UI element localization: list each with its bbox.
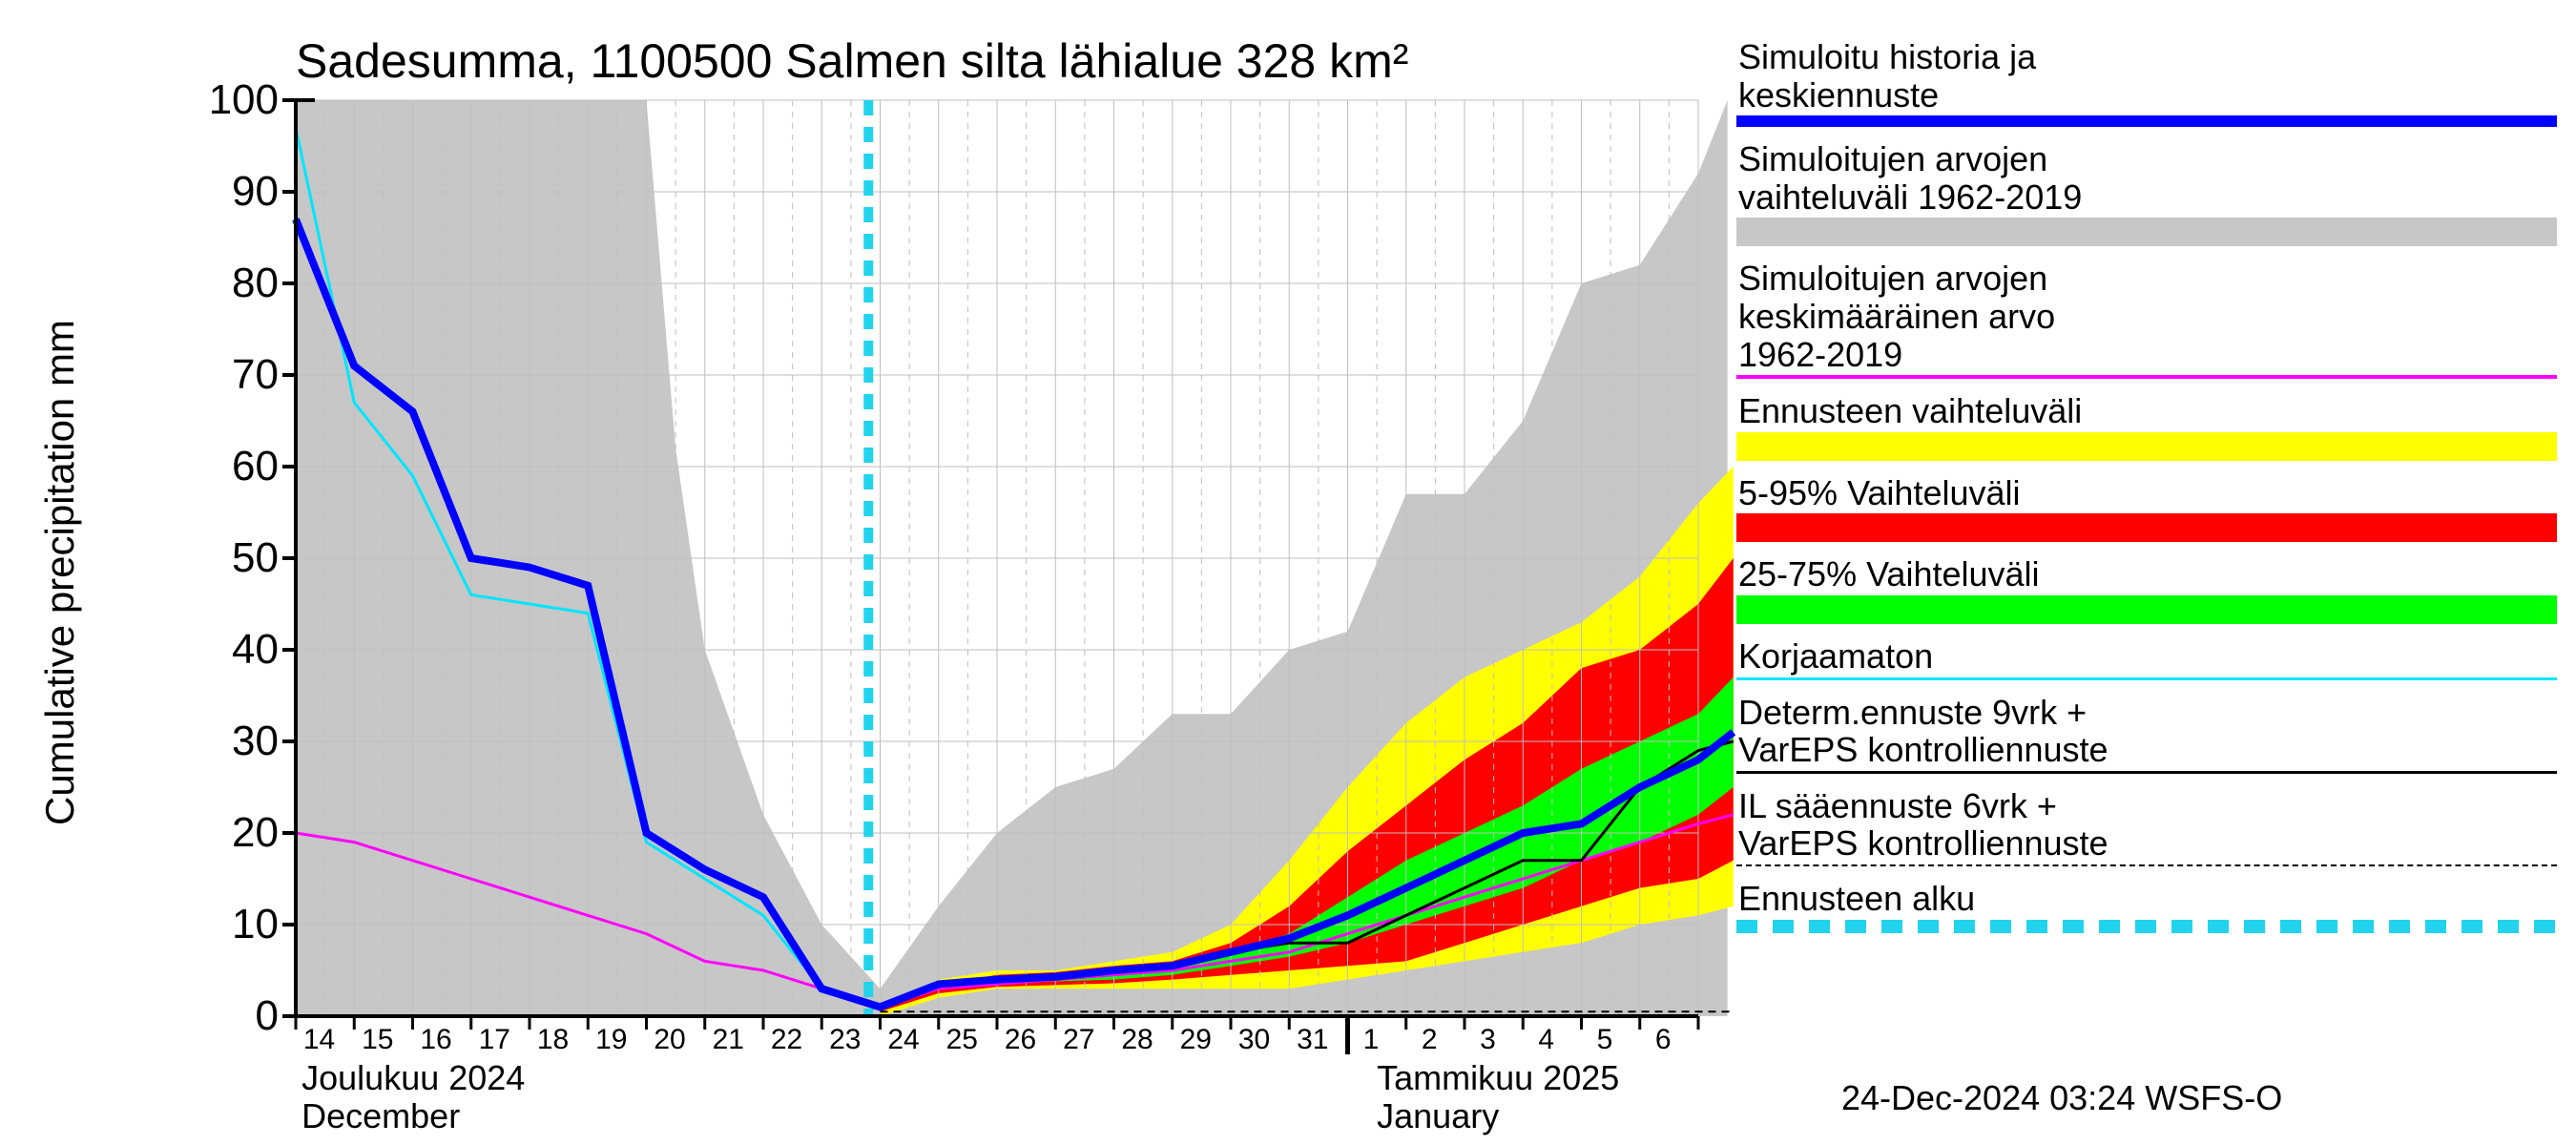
- x-tick-label: 2: [1422, 1024, 1438, 1056]
- chart-title: Sadesumma, 1100500 Salmen silta lähialue…: [296, 33, 1408, 89]
- plot-svg: [296, 100, 1698, 1016]
- y-tick-label: 90: [232, 168, 279, 216]
- x-tick-label: 29: [1180, 1024, 1212, 1056]
- x-tick-label: 30: [1238, 1024, 1270, 1056]
- legend-swatch: [1736, 771, 2557, 774]
- y-tick-label: 20: [232, 809, 279, 857]
- y-tick-label: 40: [232, 626, 279, 674]
- legend-swatch: [1736, 513, 2557, 542]
- legend-item: Ennusteen vaihteluväli: [1736, 392, 2557, 461]
- x-tick-label: 23: [829, 1024, 861, 1056]
- legend-item: 5-95% Vaihteluväli: [1736, 474, 2557, 543]
- legend-swatch: [1736, 677, 2557, 680]
- legend-swatch: [1736, 595, 2557, 624]
- legend-text: vaihteluväli 1962-2019: [1736, 178, 2557, 217]
- y-tick-label: 0: [256, 992, 279, 1040]
- legend: Simuloitu historia jakeskiennusteSimuloi…: [1736, 38, 2557, 947]
- x-tick-label: 26: [1005, 1024, 1036, 1056]
- x-tick-label: 6: [1655, 1024, 1672, 1056]
- month-label-en: December: [301, 1096, 460, 1136]
- month-label: Tammikuu 2025: [1377, 1058, 1619, 1098]
- legend-text: 1962-2019: [1736, 336, 2557, 374]
- legend-text: Simuloitujen arvojen: [1736, 260, 2557, 298]
- legend-swatch: [1736, 864, 2557, 866]
- x-tick-label: 17: [479, 1024, 510, 1056]
- legend-swatch: [1736, 432, 2557, 461]
- x-tick-label: 28: [1121, 1024, 1153, 1056]
- legend-text: Korjaamaton: [1736, 637, 2557, 676]
- legend-swatch: [1736, 375, 2557, 379]
- legend-text: IL sääennuste 6vrk +: [1736, 787, 2557, 825]
- legend-swatch: [1736, 920, 2557, 933]
- legend-item: Simuloitujen arvojenkeskimääräinen arvo …: [1736, 260, 2557, 379]
- legend-text: 25-75% Vaihteluväli: [1736, 555, 2557, 593]
- chart-container: Cumulative precipitation mm Sadesumma, 1…: [0, 0, 2576, 1145]
- y-tick-label: 70: [232, 351, 279, 399]
- x-tick-label: 15: [362, 1024, 393, 1056]
- y-tick-label: 30: [232, 718, 279, 765]
- legend-text: Determ.ennuste 9vrk +: [1736, 694, 2557, 732]
- month-label-en: January: [1377, 1096, 1499, 1136]
- x-tick-label: 27: [1063, 1024, 1094, 1056]
- legend-item: Korjaamaton: [1736, 637, 2557, 680]
- timestamp-label: 24-Dec-2024 03:24 WSFS-O: [1841, 1078, 2282, 1118]
- y-tick-label: 50: [232, 534, 279, 582]
- x-tick-label: 18: [537, 1024, 569, 1056]
- x-tick-label: 14: [303, 1024, 335, 1056]
- y-tick-label: 80: [232, 260, 279, 307]
- legend-text: Simuloitu historia ja: [1736, 38, 2557, 76]
- legend-text: Ennusteen vaihteluväli: [1736, 392, 2557, 430]
- x-tick-label: 5: [1597, 1024, 1613, 1056]
- x-tick-label: 31: [1297, 1024, 1328, 1056]
- legend-text: keskimääräinen arvo: [1736, 298, 2557, 336]
- legend-item: Simuloitu historia jakeskiennuste: [1736, 38, 2557, 127]
- y-tick-label: 100: [209, 76, 279, 124]
- legend-text: VarEPS kontrolliennuste: [1736, 731, 2557, 769]
- legend-item: Determ.ennuste 9vrk +VarEPS kontrollienn…: [1736, 694, 2557, 774]
- x-tick-label: 4: [1538, 1024, 1554, 1056]
- y-tick-label: 60: [232, 443, 279, 490]
- x-tick-label: 20: [654, 1024, 685, 1056]
- x-tick-label: 21: [713, 1024, 744, 1056]
- x-tick-label: 19: [595, 1024, 627, 1056]
- plot-area: 0102030405060708090100141516171819202122…: [296, 100, 1698, 1016]
- month-label: Joulukuu 2024: [301, 1058, 525, 1098]
- legend-text: Simuloitujen arvojen: [1736, 140, 2557, 178]
- x-tick-label: 24: [887, 1024, 919, 1056]
- legend-text: keskiennuste: [1736, 76, 2557, 114]
- legend-item: IL sääennuste 6vrk + VarEPS kontrollienn…: [1736, 787, 2557, 866]
- legend-item: 25-75% Vaihteluväli: [1736, 555, 2557, 624]
- legend-item: Ennusteen alku: [1736, 880, 2557, 933]
- x-tick-label: 25: [946, 1024, 978, 1056]
- y-tick-label: 10: [232, 901, 279, 948]
- legend-swatch: [1736, 115, 2557, 127]
- x-tick-label: 16: [420, 1024, 451, 1056]
- legend-text: VarEPS kontrolliennuste: [1736, 824, 2557, 863]
- x-tick-label: 1: [1363, 1024, 1380, 1056]
- y-axis-label: Cumulative precipitation mm: [37, 320, 83, 825]
- x-tick-label: 3: [1480, 1024, 1496, 1056]
- legend-text: Ennusteen alku: [1736, 880, 2557, 918]
- legend-swatch: [1736, 218, 2557, 246]
- legend-item: Simuloitujen arvojenvaihteluväli 1962-20…: [1736, 140, 2557, 246]
- legend-text: 5-95% Vaihteluväli: [1736, 474, 2557, 512]
- x-tick-label: 22: [771, 1024, 802, 1056]
